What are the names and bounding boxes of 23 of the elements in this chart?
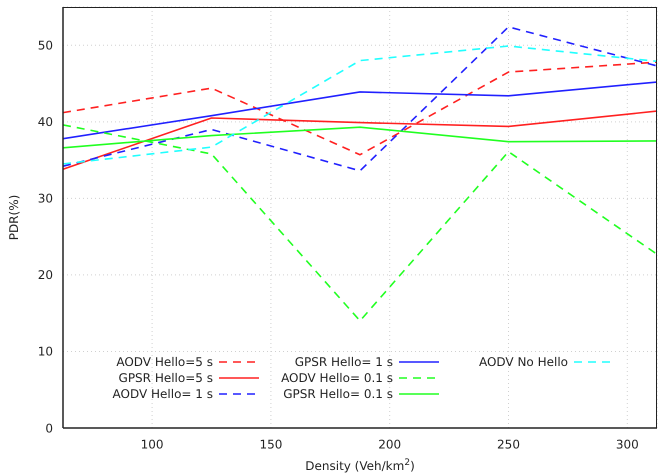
- line-series: [63, 124, 657, 322]
- x-axis-title: Density (Veh/km$^{2}$): [305, 458, 415, 473]
- y-tick-label: 0: [45, 421, 53, 436]
- x-tick-label: 150: [259, 438, 282, 452]
- legend-label: GPSR Hello=5 s: [118, 371, 213, 385]
- y-tick-label: 50: [38, 38, 53, 53]
- x-tick-label: 300: [616, 438, 639, 452]
- y-tick-label: 40: [38, 115, 53, 130]
- y-tick-label: 30: [38, 192, 53, 206]
- legend-label: AODV Hello= 0.1 s: [281, 371, 393, 385]
- line-series: [63, 26, 657, 172]
- legend-label: GPSR Hello= 1 s: [294, 355, 393, 369]
- legend-label: AODV Hello=5 s: [116, 355, 213, 369]
- y-tick-label: 10: [38, 344, 53, 359]
- y-tick-label: 20: [38, 268, 53, 282]
- line-series: [63, 45, 657, 165]
- legend-label: AODV No Hello: [478, 355, 568, 369]
- x-tick-label: 250: [497, 438, 520, 452]
- x-tick-label: 100: [140, 438, 164, 452]
- y-axis-title: PDR(%): [7, 194, 21, 240]
- legend-label: AODV Hello= 1 s: [112, 387, 213, 401]
- legend-label: GPSR Hello= 0.1 s: [283, 387, 393, 401]
- x-tick-label: 200: [378, 438, 402, 452]
